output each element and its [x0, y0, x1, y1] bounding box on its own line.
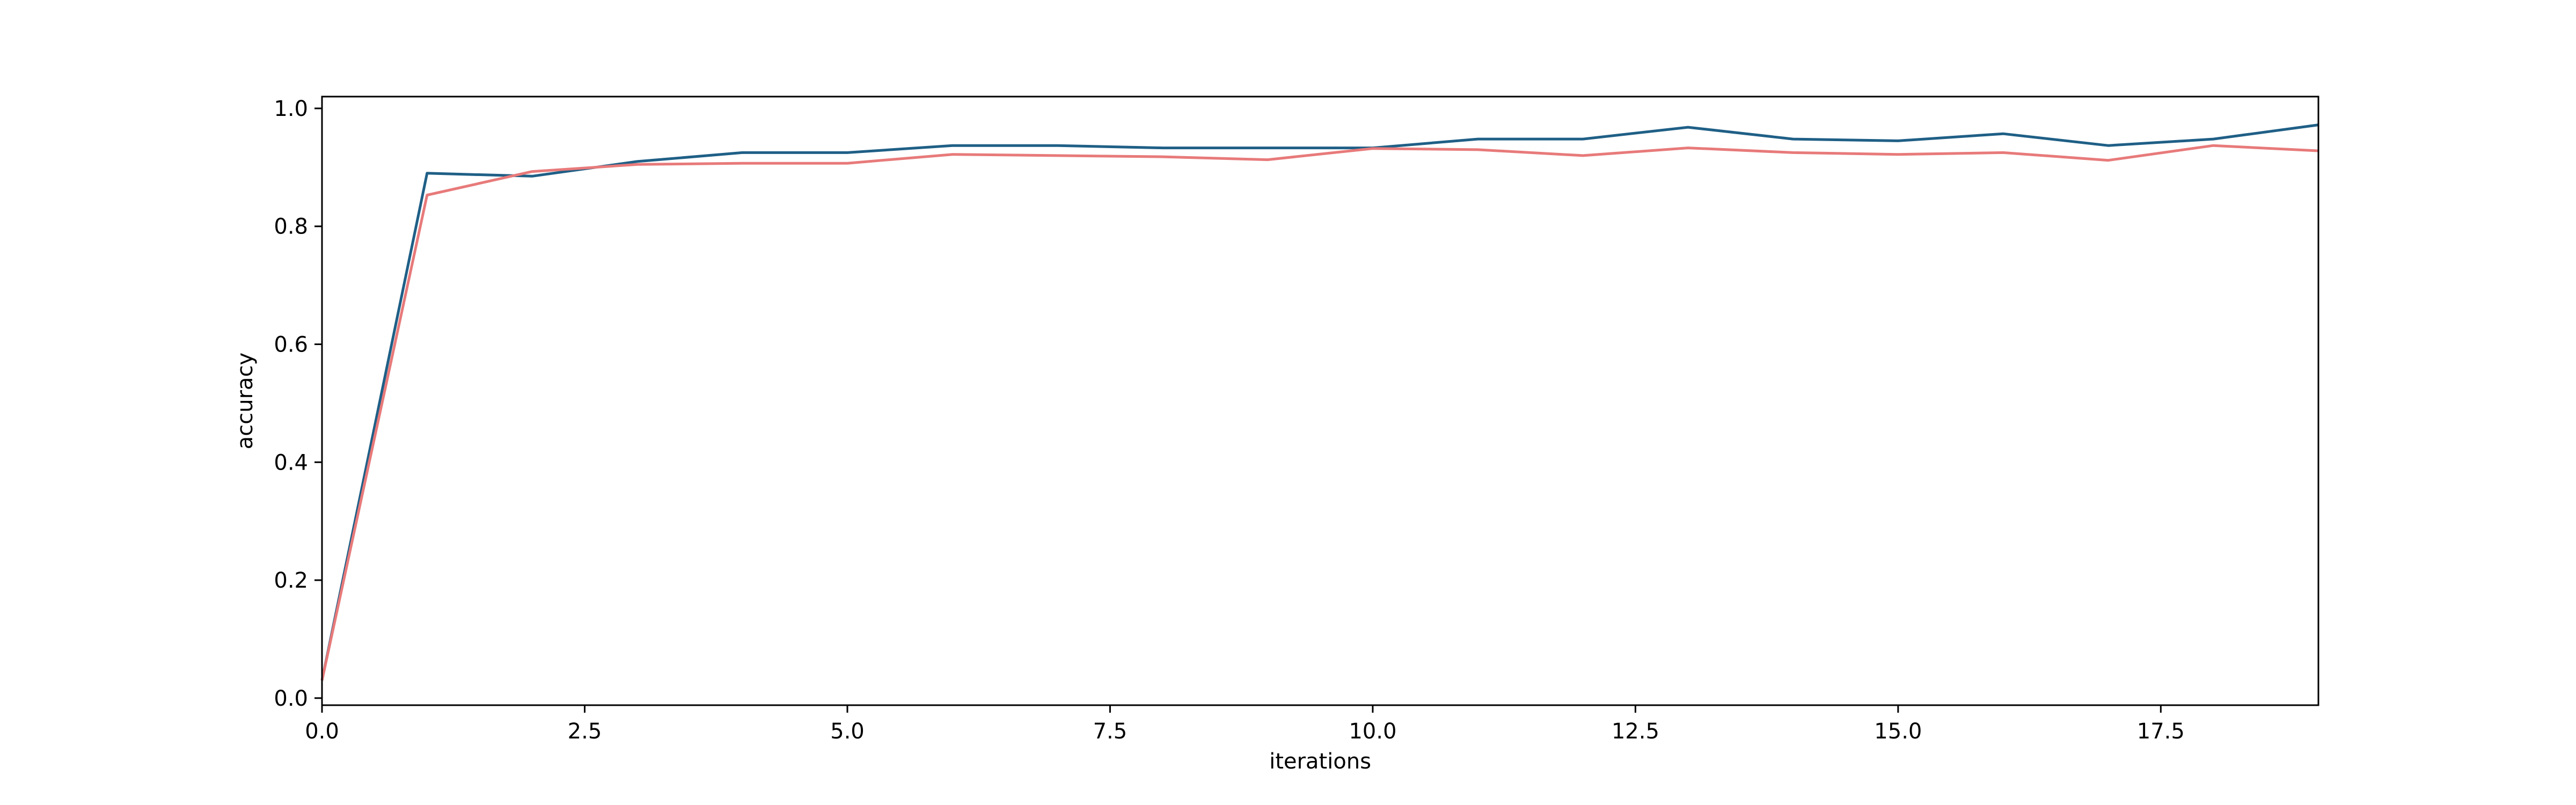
series-line-2 [320, 144, 2319, 681]
y-tick-label: 0.0 [274, 686, 308, 711]
x-tick-label: 5.0 [830, 719, 865, 744]
y-axis-label: accuracy [233, 353, 258, 449]
x-tick-label: 10.0 [1349, 719, 1396, 744]
y-tick-label: 0.6 [274, 333, 308, 357]
x-tick-label: 7.5 [1093, 719, 1128, 744]
x-tick-label: 17.5 [2137, 719, 2185, 744]
x-tick-label: 15.0 [1874, 719, 1922, 744]
y-tick-label: 0.4 [274, 450, 308, 475]
x-tick-label: 0.0 [305, 719, 339, 744]
x-axis-ticks: 0.0 2.5 5.0 7.5 10.0 12.5 15.0 17.5 [305, 705, 2185, 744]
y-tick-label: 0.2 [274, 568, 308, 593]
x-tick-label: 2.5 [568, 719, 602, 744]
x-tick-label: 12.5 [1612, 719, 1659, 744]
y-axis-ticks: 0.0 0.2 0.4 0.6 0.8 1.0 [274, 97, 322, 711]
plot-frame [321, 96, 2319, 706]
x-axis-label: iterations [1269, 749, 1371, 774]
series-line-1 [320, 123, 2319, 681]
series-layer [320, 123, 2319, 681]
y-tick-label: 1.0 [274, 97, 308, 121]
y-tick-label: 0.8 [274, 215, 308, 239]
